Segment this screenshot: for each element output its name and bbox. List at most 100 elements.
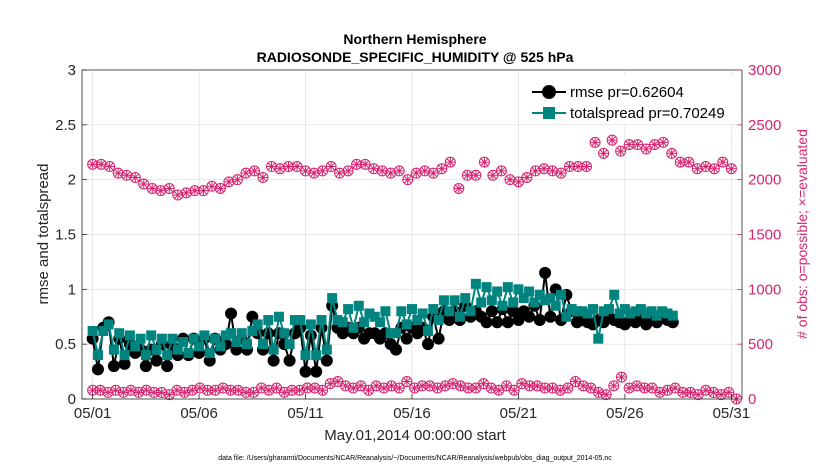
totalspread-point [635,304,646,315]
totalspread-point [311,350,322,361]
totalspread-point [545,293,556,304]
obs-evaluated-point [692,389,704,401]
legend-totalspread-label: totalspread pr=0.70249 [570,105,725,122]
totalspread-point [524,286,535,297]
obs-possible-point [163,182,175,194]
rmse-point [544,310,557,323]
plot-area: 05/01 05/06 05/11 05/16 05/21 05/26 05/3100.51… [55,62,781,422]
totalspread-point [609,289,620,300]
totalspread-point [284,339,295,350]
obs-possible-point [376,165,388,177]
rmse-point [421,338,434,351]
totalspread-point [316,315,327,326]
totalspread-point [641,308,652,319]
rmse-point [400,332,413,345]
legend-rmse-marker [542,85,556,99]
x-tick-label: 05/21 [500,405,538,422]
totalspread-point [327,293,338,304]
totalspread-point [380,306,391,317]
x-tick-label: 05/11 [287,405,323,422]
obs-evaluated-point [255,382,267,394]
totalspread-point [268,344,279,355]
obs-possible-point [334,167,346,179]
totalspread-point [348,322,359,333]
totalspread-point [236,328,247,339]
totalspread-point [444,306,455,317]
totalspread-point [476,297,487,308]
obs-possible-point [708,163,720,175]
totalspread-point [614,308,625,319]
totalspread-point [226,328,237,339]
totalspread-point [289,315,300,326]
y-axis-left-label: rmse and totalspread [35,164,52,305]
obs-evaluated-point [493,384,505,396]
totalspread-point [508,297,519,308]
totalspread-point [114,328,125,339]
totalspread-point [247,326,258,337]
obs-possible-point [265,161,277,173]
rmse-point [491,316,504,329]
obs-possible-point [427,167,439,179]
obs-possible-point [700,161,712,173]
obs-possible-point [436,163,448,175]
totalspread-point [651,310,662,321]
totalspread-point [279,328,290,339]
obs-evaluated-point [363,384,375,396]
obs-possible-point [129,171,141,183]
obs-evaluated-point [669,382,681,394]
obs-possible-point [240,167,252,179]
obs-possible-point [606,134,618,146]
rmse-point [507,305,520,318]
totalspread-point [572,306,582,317]
obs-possible-point [180,187,192,199]
obs-evaluated-point [401,375,413,387]
totalspread-point [231,336,242,347]
y-left-tick-label: 0 [68,391,76,408]
totalspread-point [438,295,449,306]
x-tick-label: 05/01 [74,405,112,422]
rmse-point [512,314,525,327]
obs-possible-point [453,182,465,194]
obs-evaluated-point [508,384,520,396]
totalspread-point [540,295,551,306]
totalspread-point [178,336,189,347]
obs-evaluated-point [707,386,719,398]
rmse-point [91,363,104,376]
rmse-point [485,305,498,318]
rmse-point [539,266,552,279]
obs-possible-point [529,165,541,177]
rmse-point [443,314,456,327]
totalspread-point [194,341,205,352]
data-file-footnote: data file: /Users/gharamti/Documents/NCA… [218,455,612,462]
totalspread-point [108,344,119,355]
y-axis-right-label: # of obs: o=possible; ×=evaluated [794,129,810,339]
totalspread-point [369,311,380,322]
obs-possible-point [623,139,635,151]
totalspread-point [220,330,231,341]
rmse-point [523,310,536,323]
obs-possible-point [478,156,490,168]
obs-possible-point [197,185,209,197]
y-left-tick-label: 3 [68,62,76,79]
totalspread-point [204,347,215,358]
totalspread-point [550,300,561,311]
y-right-tick-label: 2500 [748,117,781,134]
obs-possible-point [104,161,116,173]
totalspread-point [577,306,588,317]
obs-possible-point [666,147,678,159]
totalspread-point [470,278,481,289]
totalspread-point [566,304,577,315]
x-axis-label: May.01,2014 00:00:00 start [324,427,506,444]
rmse-point [480,316,493,329]
obs-possible-point [291,161,303,173]
totalspread-point [146,330,157,341]
totalspread-point [183,347,194,358]
obs-possible-point [402,174,414,186]
rmse-point [501,316,514,329]
rmse-point [310,365,323,378]
obs-possible-point [325,161,337,173]
obs-possible-point [487,169,499,181]
y-right-tick-label: 1500 [748,227,781,244]
totalspread-point [215,341,226,352]
